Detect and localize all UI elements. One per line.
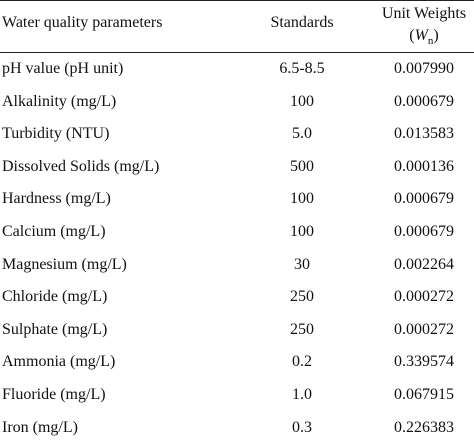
table-row: Iron (mg/L) 0.3 0.226383 [0,411,474,444]
weight-cell: 0.000679 [394,222,454,240]
parameter-cell: pH value (pH unit) [2,60,124,78]
parameter-cell: Hardness (mg/L) [2,190,111,208]
parameter-cell: Sulphate (mg/L) [2,320,108,338]
header-subscript: n [427,35,434,48]
standard-cell: 0.3 [292,418,312,436]
header-cell: Unit Weights (Wn) [372,1,474,53]
header-cell: Standards [270,13,334,31]
table-row: Fluoride (mg/L) 1.0 0.067915 [0,379,474,412]
standard-cell: 100 [290,190,314,208]
table-row: pH value (pH unit) 6.5-8.5 0.007990 [0,53,474,86]
parameter-cell: Fluoride (mg/L) [2,385,106,403]
weight-cell: 0.000136 [394,157,454,175]
parameter-cell: Magnesium (mg/L) [2,255,127,273]
standard-cell: 500 [290,157,314,175]
weight-cell: 0.000272 [394,288,454,306]
weight-cell: 0.339574 [394,353,454,371]
standard-cell: 30 [294,255,310,273]
standard-cell: 250 [290,288,314,306]
weight-cell: 0.067915 [394,385,454,403]
weight-cell: 0.226383 [394,418,454,436]
standard-cell: 0.2 [292,353,312,371]
table-header: Water quality parameters Standards Unit … [0,0,474,53]
header-label: Unit Weights [381,5,467,22]
table-row: Alkalinity (mg/L) 100 0.000679 [0,85,474,118]
header-symbol-suffix: ) [433,27,439,44]
standard-cell: 6.5-8.5 [279,60,325,78]
table-row: Chloride (mg/L) 250 0.000272 [0,281,474,314]
header-symbol-prefix: ( [409,27,415,44]
parameter-cell: Alkalinity (mg/L) [2,92,117,110]
table-row: Ammonia (mg/L) 0.2 0.339574 [0,346,474,379]
standard-cell: 100 [290,92,314,110]
weight-cell: 0.007990 [394,60,454,78]
table-row: Calcium (mg/L) 100 0.000679 [0,216,474,249]
standard-cell: 250 [290,320,314,338]
parameter-cell: Iron (mg/L) [2,418,78,436]
parameter-cell: Chloride (mg/L) [2,288,108,306]
table-body: pH value (pH unit) 6.5-8.5 0.007990 Alkalin… [0,53,474,444]
parameter-cell: Ammonia (mg/L) [2,353,116,371]
standard-cell: 5.0 [292,125,312,143]
weight-cell: 0.013583 [394,125,454,143]
table-row: Magnesium (mg/L) 30 0.002264 [0,248,474,281]
parameter-cell: Turbidity (NTU) [2,125,110,143]
weight-cell: 0.000679 [394,92,454,110]
parameter-cell: Calcium (mg/L) [2,222,106,240]
table-row: Sulphate (mg/L) 250 0.000272 [0,313,474,346]
parameter-cell: Dissolved Solids (mg/L) [2,157,160,175]
table-row: Turbidity (NTU) 5.0 0.013583 [0,118,474,151]
standard-cell: 100 [290,222,314,240]
weight-cell: 0.002264 [394,255,454,273]
standard-cell: 1.0 [292,385,312,403]
weight-cell: 0.000272 [394,320,454,338]
header-cell: Water quality parameters [2,13,163,31]
table-row: Dissolved Solids (mg/L) 500 0.000136 [0,150,474,183]
weight-cell: 0.000679 [394,190,454,208]
header-symbol: W [414,27,428,44]
header-row: Water quality parameters Standards Unit … [0,1,474,53]
table-row: Hardness (mg/L) 100 0.000679 [0,183,474,216]
